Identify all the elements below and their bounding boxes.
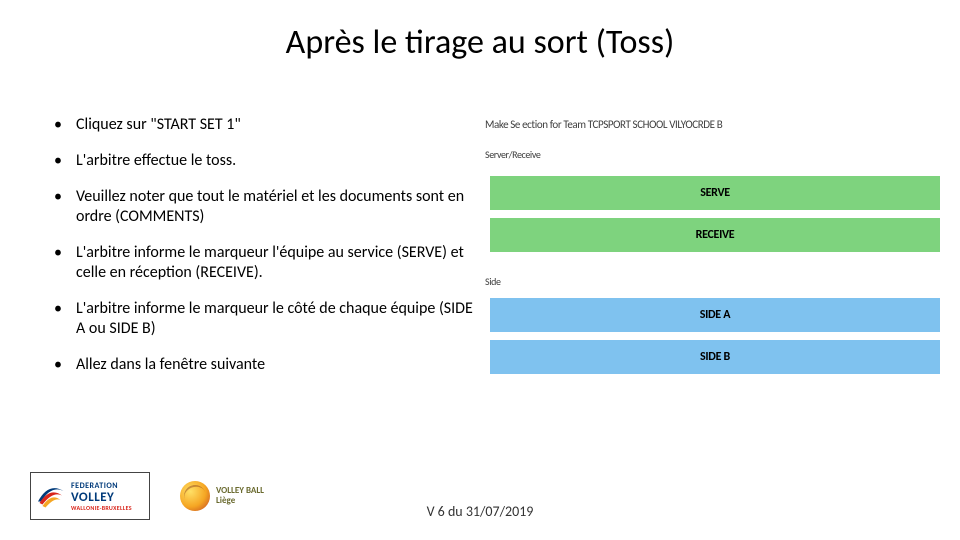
footer-version: V 6 du 31/07/2019	[0, 503, 960, 520]
page-title: Après le tirage au sort (Toss)	[0, 22, 960, 63]
receive-button[interactable]: RECEIVE	[490, 218, 940, 252]
bullet-list: Cliquez sur "START SET 1" L'arbitre effe…	[48, 115, 478, 391]
side-a-button[interactable]: SIDE A	[490, 298, 940, 332]
bullet-item: Cliquez sur "START SET 1"	[48, 115, 478, 135]
bullet-item: L'arbitre informe le marqueur l'équipe a…	[48, 243, 478, 283]
bullet-item: L'arbitre effectue le toss.	[48, 151, 478, 171]
bullet-item: Allez dans la fenêtre suivante	[48, 355, 478, 375]
panel-header-sr: Server/Receive	[485, 148, 540, 161]
serve-button[interactable]: SERVE	[490, 176, 940, 210]
bullet-item: L'arbitre informe le marqueur le côté de…	[48, 299, 478, 339]
side-b-button[interactable]: SIDE B	[490, 340, 940, 374]
bullet-item: Veuillez noter que tout le matériel et l…	[48, 187, 478, 227]
slide: Après le tirage au sort (Toss) Cliquez s…	[0, 0, 960, 540]
panel-header-side: Side	[485, 275, 501, 288]
panel-header-team: Make Se ection for Team TCPSPORT SCHOOL …	[485, 118, 722, 131]
logo-line: FEDERATION	[71, 481, 132, 491]
logo-line: VOLLEY	[71, 491, 132, 504]
